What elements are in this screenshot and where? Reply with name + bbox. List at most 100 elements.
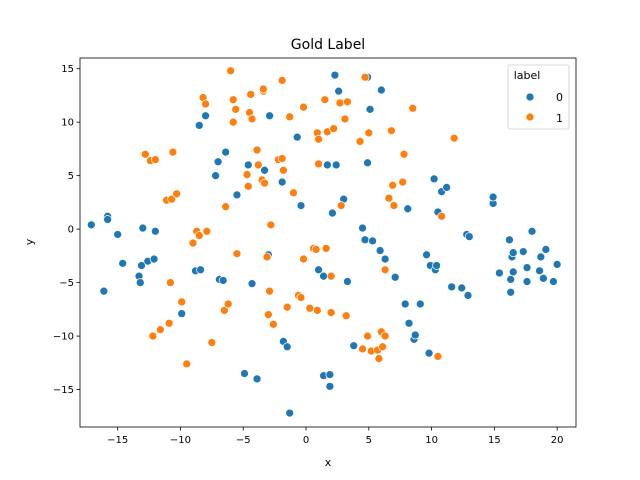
y-tick-label: 15 xyxy=(61,64,74,75)
point-label-0 xyxy=(265,111,274,121)
y-tick-label: −10 xyxy=(53,332,74,343)
point-label-0 xyxy=(541,245,551,254)
legend-title: label xyxy=(514,69,541,82)
point-label-1 xyxy=(326,271,336,281)
point-label-1 xyxy=(378,342,387,352)
point-label-0 xyxy=(138,223,148,233)
point-label-1 xyxy=(150,155,160,164)
point-label-0 xyxy=(86,220,96,230)
point-label-0 xyxy=(296,201,306,210)
point-label-0 xyxy=(243,160,253,170)
point-label-0 xyxy=(375,246,385,255)
y-tick-label: −15 xyxy=(53,385,74,396)
point-label-1 xyxy=(326,308,336,317)
point-label-0 xyxy=(196,265,205,275)
legend-box xyxy=(507,64,570,130)
point-label-1 xyxy=(335,98,345,108)
point-label-0 xyxy=(536,252,546,262)
point-label-0 xyxy=(282,342,292,352)
point-label-1 xyxy=(207,338,217,347)
point-label-0 xyxy=(325,382,335,391)
point-label-1 xyxy=(398,177,408,187)
point-label-0 xyxy=(240,369,249,378)
point-label-0 xyxy=(211,171,220,181)
point-label-0 xyxy=(358,223,367,233)
point-label-0 xyxy=(334,86,344,96)
point-label-1 xyxy=(449,133,459,143)
point-label-0 xyxy=(325,370,335,379)
point-label-0 xyxy=(323,160,332,170)
point-label-0 xyxy=(404,318,414,328)
x-tick-label: −10 xyxy=(170,435,191,446)
point-label-1 xyxy=(296,293,306,302)
point-label-0 xyxy=(135,278,145,287)
point-label-1 xyxy=(329,124,339,133)
point-label-0 xyxy=(527,226,537,236)
point-label-1 xyxy=(389,201,399,210)
y-tick-label: 5 xyxy=(68,171,74,182)
point-label-1 xyxy=(343,97,352,107)
point-label-0 xyxy=(328,208,337,218)
point-label-1 xyxy=(258,84,268,94)
x-tick-label: −15 xyxy=(107,435,128,446)
point-label-1 xyxy=(164,318,174,328)
point-label-1 xyxy=(156,325,165,335)
point-label-1 xyxy=(243,181,253,191)
point-label-1 xyxy=(223,299,233,309)
point-label-0 xyxy=(552,260,562,269)
point-label-0 xyxy=(518,247,528,256)
point-label-0 xyxy=(113,230,123,239)
point-label-1 xyxy=(360,72,370,82)
point-label-0 xyxy=(360,235,370,245)
point-label-0 xyxy=(260,165,269,175)
point-label-1 xyxy=(358,344,367,354)
point-label-1 xyxy=(299,254,308,264)
point-label-0 xyxy=(319,271,328,281)
point-label-1 xyxy=(253,160,263,170)
point-label-1 xyxy=(399,149,409,159)
point-label-1 xyxy=(220,306,229,315)
point-label-0 xyxy=(447,282,457,292)
point-label-1 xyxy=(387,126,396,136)
point-label-1 xyxy=(202,226,212,236)
x-tick-label: 20 xyxy=(551,435,564,446)
point-label-0 xyxy=(99,286,109,296)
point-label-0 xyxy=(343,277,352,286)
point-label-0 xyxy=(103,215,112,224)
y-tick-label: −5 xyxy=(59,278,74,289)
legend: label 0 1 xyxy=(507,64,570,130)
point-label-1 xyxy=(231,104,241,114)
point-label-1 xyxy=(289,188,298,198)
point-label-0 xyxy=(506,275,516,284)
point-label-1 xyxy=(221,202,231,212)
point-label-1 xyxy=(252,145,262,155)
point-label-0 xyxy=(330,70,340,80)
markers-layer xyxy=(86,66,562,418)
point-label-0 xyxy=(349,341,359,351)
point-label-0 xyxy=(403,204,413,214)
point-label-0 xyxy=(137,261,146,270)
x-tick-label: 10 xyxy=(425,435,438,446)
point-label-0 xyxy=(488,192,498,202)
point-label-0 xyxy=(331,160,341,170)
point-label-1 xyxy=(433,352,443,361)
point-label-0 xyxy=(194,121,204,130)
point-label-1 xyxy=(311,245,321,254)
point-label-1 xyxy=(320,95,330,105)
point-label-1 xyxy=(265,286,274,296)
point-label-1 xyxy=(388,180,398,190)
point-label-1 xyxy=(228,95,238,105)
point-label-1 xyxy=(188,238,198,248)
point-label-1 xyxy=(312,306,322,315)
point-label-0 xyxy=(380,254,390,264)
point-label-1 xyxy=(374,354,384,363)
point-label-1 xyxy=(305,303,315,313)
point-label-1 xyxy=(148,331,158,341)
point-label-0 xyxy=(221,147,231,157)
point-label-1 xyxy=(364,128,374,138)
point-label-0 xyxy=(252,374,262,384)
x-tick-label: 5 xyxy=(366,435,372,446)
point-label-0 xyxy=(539,273,548,283)
